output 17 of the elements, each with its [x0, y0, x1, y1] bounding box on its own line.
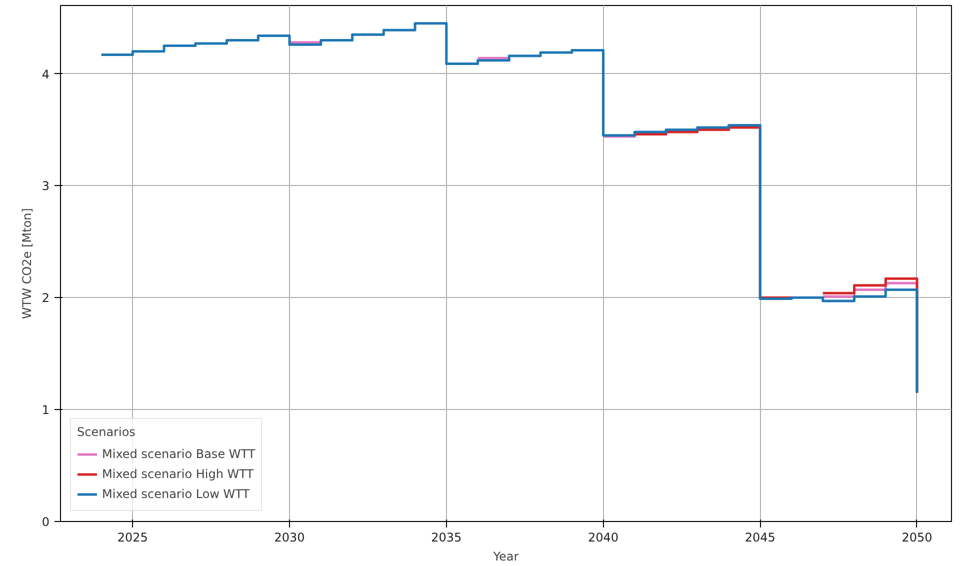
y-tick-label: 3 [42, 179, 50, 194]
x-tick-label: 2050 [902, 530, 932, 544]
x-tick-label: 2035 [431, 530, 462, 544]
x-tick-label: 2030 [274, 530, 305, 544]
y-tick-label: 1 [42, 403, 50, 418]
y-axis-title: WTW CO2e [Mton] [20, 208, 34, 319]
legend-label: Mixed scenario High WTT [102, 467, 254, 481]
legend-label: Mixed scenario Low WTT [102, 487, 250, 501]
x-axis-title: Year [492, 550, 519, 564]
y-tick-label: 2 [42, 291, 50, 306]
x-tick-label: 2045 [744, 530, 776, 544]
legend-label: Mixed scenario Base WTT [102, 447, 256, 461]
y-tick-label: 4 [42, 67, 50, 82]
legend-title: Scenarios [77, 425, 136, 439]
x-tick-label: 2025 [117, 530, 148, 544]
x-tick-label: 2040 [588, 530, 619, 544]
y-tick-label: 0 [42, 515, 50, 529]
